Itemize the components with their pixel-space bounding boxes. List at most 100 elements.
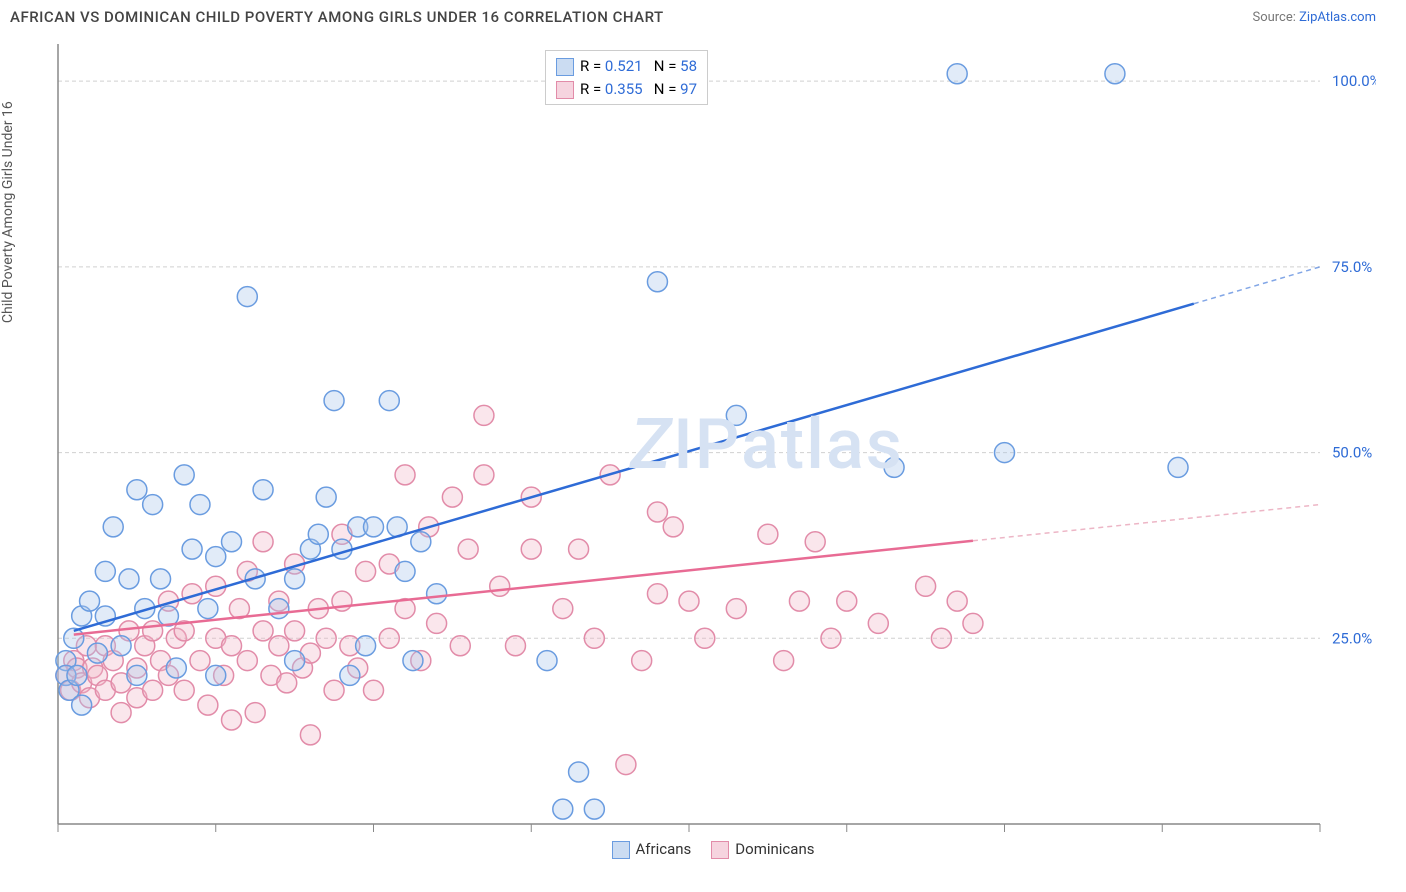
data-point — [324, 680, 344, 700]
r-value: 0.521 — [605, 57, 643, 75]
legend-swatch — [556, 81, 574, 99]
chart-container: Child Poverty Among Girls Under 16 25.0%… — [10, 34, 1376, 834]
data-point — [442, 487, 462, 507]
data-point — [206, 665, 226, 685]
data-point — [395, 465, 415, 485]
data-point — [356, 561, 376, 581]
svg-text:75.0%: 75.0% — [1332, 258, 1372, 276]
data-point — [340, 665, 360, 685]
data-point — [884, 457, 904, 477]
data-point — [285, 569, 305, 589]
legend-label: Dominicans — [735, 840, 814, 858]
data-point — [537, 651, 557, 671]
data-point — [805, 532, 825, 552]
svg-text:25.0%: 25.0% — [1332, 629, 1372, 647]
chart-title: AFRICAN VS DOMINICAN CHILD POVERTY AMONG… — [10, 8, 664, 26]
data-point — [427, 613, 447, 633]
data-point — [269, 599, 289, 619]
data-point — [411, 532, 431, 552]
trend-line-extrapolated — [973, 505, 1320, 541]
data-point — [269, 636, 289, 656]
data-point — [474, 465, 494, 485]
data-point — [190, 495, 210, 515]
data-point — [505, 636, 525, 656]
data-point — [679, 591, 699, 611]
data-point — [67, 665, 87, 685]
data-point — [569, 539, 589, 559]
n-value: 97 — [680, 80, 697, 98]
data-point — [151, 569, 171, 589]
data-point — [553, 799, 573, 819]
data-point — [143, 621, 163, 641]
data-point — [379, 628, 399, 648]
data-point — [947, 591, 967, 611]
y-axis-label: Child Poverty Among Girls Under 16 — [0, 101, 16, 323]
trend-line — [74, 304, 1194, 631]
data-point — [277, 673, 297, 693]
stats-legend: R = 0.521 N = 58R = 0.355 N = 97 — [545, 50, 708, 105]
data-point — [584, 628, 604, 648]
data-point — [490, 576, 510, 596]
data-point — [726, 405, 746, 425]
data-point — [285, 621, 305, 641]
svg-text:50.0%: 50.0% — [1332, 444, 1372, 462]
data-point — [963, 613, 983, 633]
data-point — [206, 547, 226, 567]
data-point — [916, 576, 936, 596]
svg-text:100.0%: 100.0% — [1332, 72, 1376, 90]
data-point — [403, 651, 423, 671]
data-point — [616, 755, 636, 775]
data-point — [821, 628, 841, 648]
data-point — [111, 636, 131, 656]
data-point — [285, 651, 305, 671]
data-point — [253, 532, 273, 552]
series-legend: AfricansDominicans — [0, 840, 1406, 859]
data-point — [64, 628, 84, 648]
data-point — [253, 480, 273, 500]
data-point — [198, 599, 218, 619]
data-point — [237, 651, 257, 671]
data-point — [127, 480, 147, 500]
data-point — [364, 680, 384, 700]
data-point — [647, 502, 667, 522]
data-point — [837, 591, 857, 611]
data-point — [521, 539, 541, 559]
data-point — [190, 651, 210, 671]
data-point — [584, 799, 604, 819]
data-point — [647, 584, 667, 604]
data-point — [143, 495, 163, 515]
data-point — [174, 680, 194, 700]
scatter-chart: 25.0%50.0%75.0%100.0%0.0%80.0% — [10, 34, 1376, 834]
data-point — [198, 695, 218, 715]
data-point — [111, 703, 131, 723]
data-point — [931, 628, 951, 648]
data-point — [245, 703, 265, 723]
data-point — [316, 628, 336, 648]
trend-line-extrapolated — [1194, 267, 1320, 304]
data-point — [127, 665, 147, 685]
data-point — [868, 613, 888, 633]
data-point — [458, 539, 478, 559]
data-point — [166, 658, 186, 678]
data-point — [72, 695, 92, 715]
data-point — [379, 391, 399, 411]
source-label: Source: ZipAtlas.com — [1252, 10, 1376, 25]
legend-row: R = 0.355 N = 97 — [556, 78, 697, 101]
data-point — [774, 651, 794, 671]
data-point — [995, 443, 1015, 463]
data-point — [474, 405, 494, 425]
data-point — [647, 272, 667, 292]
legend-swatch — [711, 841, 729, 859]
data-point — [726, 599, 746, 619]
data-point — [222, 710, 242, 730]
data-point — [395, 561, 415, 581]
r-value: 0.355 — [605, 80, 643, 98]
data-point — [364, 517, 384, 537]
data-point — [1105, 64, 1125, 84]
source-link[interactable]: ZipAtlas.com — [1299, 10, 1376, 25]
data-point — [95, 561, 115, 581]
data-point — [332, 539, 352, 559]
data-point — [87, 643, 107, 663]
legend-swatch — [612, 841, 630, 859]
data-point — [300, 725, 320, 745]
